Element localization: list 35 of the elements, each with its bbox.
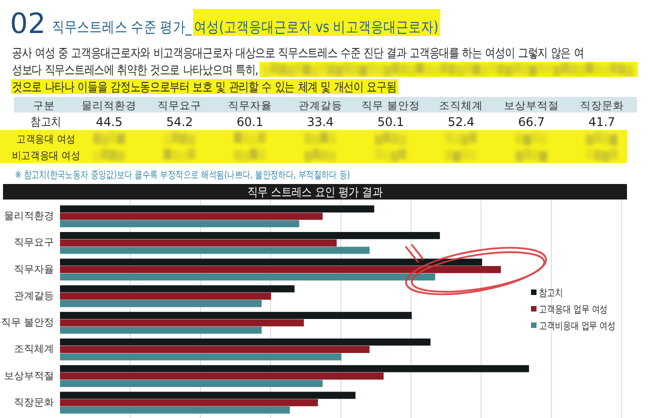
text: 54.2	[166, 114, 193, 129]
text: 참고치	[30, 114, 62, 128]
text: 44.5	[96, 114, 123, 129]
text: 고객응대 여성	[16, 134, 76, 146]
legend-label: 고객응대 업무 여성	[539, 304, 608, 316]
text: 비고객응대 여성	[12, 150, 80, 162]
legend-label: 참고치	[539, 288, 563, 300]
text: ※ 참고치(한국노동자 중앙값)보다 클수록 부정적으로 해석됨(나쁘다, 불안정하다, 부적절하다 등)	[15, 170, 350, 182]
text: 33.4	[306, 114, 334, 129]
chart-subtitle: 공사 여성 중 고객응대근로자와 비고객응대근로자 대상으로 직무스트레스 수준 진단 결과 고객응대를 하는 여성이 그렇지 않은 여 성보다 직무스트레스에 취약한 것으로 나타났으며 특히, 것으로 나타나 이들을 감정노동으로부터 보호 및 관리할 수 있는 체계 및 개선이 요구됨	[12, 44, 584, 94]
y-tick-label: 관계갈등	[14, 290, 54, 302]
y-tick-label: 직무요구	[14, 238, 54, 249]
text: 직무 스트레스 요인 평가 결과	[248, 185, 382, 200]
y-tick-label: 물리적환경	[4, 211, 54, 222]
text: 구분	[33, 100, 55, 112]
category-label: 보상부적절	[504, 100, 559, 112]
category-label: 직무 불안정	[362, 100, 420, 112]
category-label: 직무자율	[228, 100, 272, 112]
y-tick-label: 직무 불안정	[0, 318, 54, 329]
y-tick-label: 직무자율	[14, 264, 54, 276]
text: 41.7	[588, 114, 616, 129]
text: 52.4	[448, 114, 474, 129]
text: 60.1	[236, 114, 264, 129]
category-label: 조직체계	[439, 100, 484, 112]
category-label: 직장문화	[580, 100, 624, 112]
chart-title: 02 직무스트레스 수준 평가_여성(고객응대근로자 vs 비고객응대근로자)	[10, 7, 438, 40]
y-tick-label: 조직체계	[14, 344, 54, 356]
text: 50.1	[377, 114, 404, 129]
category-label: 관계갈등	[298, 100, 342, 112]
y-tick-label: 보상부적절	[4, 370, 54, 382]
category-label: 직무요구	[158, 100, 202, 112]
legend-label: 고객비응대 업무 여성	[539, 321, 616, 332]
text: 66.7	[518, 114, 545, 129]
category-label: 물리적환경	[82, 100, 137, 112]
y-tick-label: 직장문화	[14, 397, 54, 408]
